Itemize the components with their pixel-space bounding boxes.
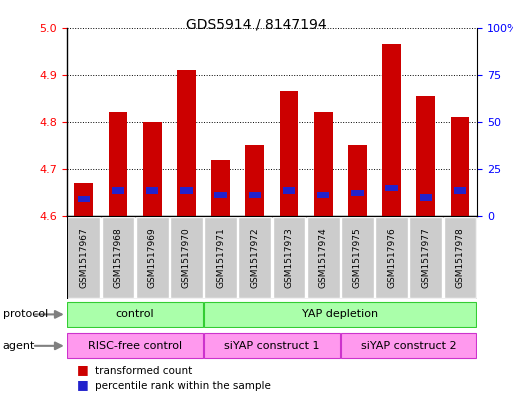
Text: percentile rank within the sample: percentile rank within the sample (95, 381, 271, 391)
Bar (272, 217, 305, 298)
Text: siYAP construct 1: siYAP construct 1 (224, 341, 320, 351)
Bar (136, 217, 169, 298)
Bar (143, 122, 162, 216)
Bar (351, 190, 364, 196)
Bar (67, 217, 100, 298)
Text: YAP depletion: YAP depletion (302, 309, 379, 320)
Text: GSM1517976: GSM1517976 (387, 227, 396, 288)
Bar (112, 187, 124, 193)
Bar (450, 117, 469, 216)
Bar (214, 192, 227, 198)
Text: GSM1517970: GSM1517970 (182, 227, 191, 288)
Bar (180, 187, 192, 193)
Bar (239, 217, 271, 298)
Bar (317, 192, 329, 198)
Text: GSM1517971: GSM1517971 (216, 227, 225, 288)
Text: transformed count: transformed count (95, 366, 192, 376)
Text: GSM1517973: GSM1517973 (285, 227, 293, 288)
Text: GSM1517969: GSM1517969 (148, 227, 156, 288)
Bar (102, 217, 134, 298)
Bar (77, 196, 90, 202)
Text: GSM1517975: GSM1517975 (353, 227, 362, 288)
Text: control: control (116, 309, 154, 320)
Text: GSM1517974: GSM1517974 (319, 227, 328, 288)
Bar (204, 217, 237, 298)
Bar (170, 217, 203, 298)
Bar (146, 187, 159, 193)
Bar (245, 145, 264, 216)
Bar (280, 91, 299, 216)
Text: GSM1517978: GSM1517978 (456, 227, 464, 288)
Bar (341, 333, 477, 358)
Text: RISC-free control: RISC-free control (88, 341, 182, 351)
Text: ■: ■ (77, 363, 89, 376)
Text: GSM1517967: GSM1517967 (80, 227, 88, 288)
Bar (204, 333, 340, 358)
Bar (249, 192, 261, 198)
Bar (375, 217, 408, 298)
Bar (409, 217, 442, 298)
Text: protocol: protocol (3, 309, 48, 320)
Bar (204, 302, 477, 327)
Bar (417, 96, 435, 216)
Text: ■: ■ (77, 378, 89, 391)
Text: agent: agent (3, 341, 35, 351)
Bar (109, 112, 127, 216)
Text: GSM1517977: GSM1517977 (421, 227, 430, 288)
Bar (382, 44, 401, 216)
Bar (420, 195, 432, 200)
Bar (74, 183, 93, 216)
Bar (67, 333, 203, 358)
Bar (454, 187, 466, 193)
Text: GDS5914 / 8147194: GDS5914 / 8147194 (186, 18, 327, 32)
Bar (283, 187, 295, 193)
Bar (307, 217, 340, 298)
Text: GSM1517972: GSM1517972 (250, 227, 259, 288)
Bar (67, 302, 203, 327)
Bar (341, 217, 374, 298)
Text: siYAP construct 2: siYAP construct 2 (361, 341, 457, 351)
Bar (348, 145, 367, 216)
Bar (385, 185, 398, 191)
Text: GSM1517968: GSM1517968 (113, 227, 123, 288)
Bar (211, 160, 230, 216)
Bar (314, 112, 332, 216)
Bar (177, 70, 196, 216)
Bar (444, 217, 477, 298)
